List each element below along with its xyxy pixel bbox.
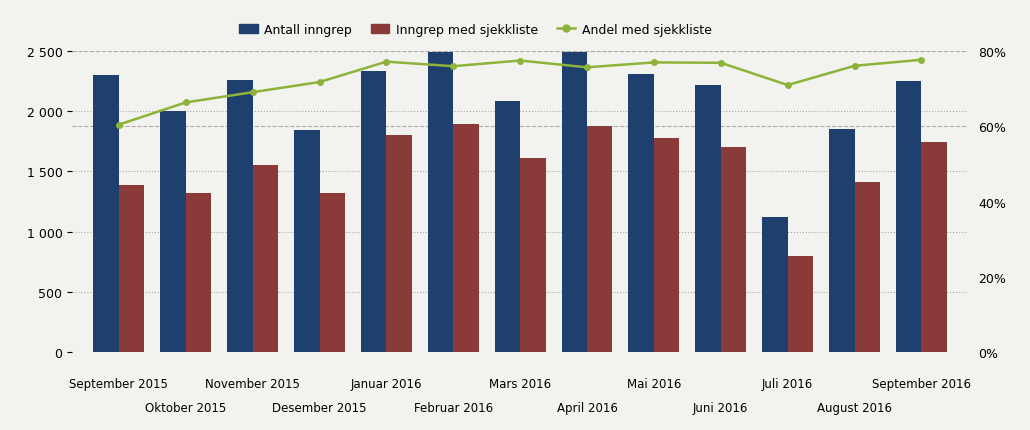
Bar — [494, 101, 520, 353]
Bar — [654, 139, 680, 353]
Text: Februar 2016: Februar 2016 — [414, 401, 492, 414]
Line: Andel med sjekkliste: Andel med sjekkliste — [115, 57, 925, 129]
Andel med sjekkliste — [246, 90, 259, 95]
Bar — [185, 193, 211, 353]
Andel med sjekkliste — [514, 59, 526, 64]
Bar — [896, 82, 922, 353]
Bar — [788, 257, 813, 353]
Bar — [161, 112, 185, 353]
Andel med sjekkliste — [648, 61, 660, 66]
Bar — [829, 129, 855, 353]
Bar — [360, 71, 386, 353]
Text: Desember 2015: Desember 2015 — [272, 401, 367, 414]
Text: September 2016: September 2016 — [871, 377, 971, 390]
Andel med sjekkliste — [916, 58, 928, 63]
Bar — [762, 218, 788, 353]
Bar — [695, 85, 721, 353]
Text: Juni 2016: Juni 2016 — [693, 401, 749, 414]
Bar — [855, 183, 880, 353]
Bar — [922, 142, 947, 353]
Andel med sjekkliste — [179, 101, 192, 106]
Andel med sjekkliste — [313, 80, 325, 86]
Bar — [561, 53, 587, 353]
Andel med sjekkliste — [581, 66, 593, 71]
Andel med sjekkliste — [447, 64, 459, 70]
Bar — [721, 147, 746, 353]
Text: Januar 2016: Januar 2016 — [350, 377, 422, 390]
Text: Mai 2016: Mai 2016 — [626, 377, 681, 390]
Text: November 2015: November 2015 — [205, 377, 300, 390]
Text: April 2016: April 2016 — [556, 401, 617, 414]
Bar — [453, 125, 479, 353]
Andel med sjekkliste — [782, 83, 794, 89]
Bar — [118, 185, 144, 353]
Bar — [319, 194, 345, 353]
Text: Oktober 2015: Oktober 2015 — [145, 401, 227, 414]
Bar — [520, 158, 546, 353]
Bar — [386, 136, 412, 353]
Bar — [228, 81, 252, 353]
Andel med sjekkliste — [849, 64, 861, 69]
Bar — [252, 166, 278, 353]
Text: August 2016: August 2016 — [817, 401, 892, 414]
Andel med sjekkliste — [715, 61, 727, 66]
Bar — [587, 126, 613, 353]
Andel med sjekkliste — [380, 60, 392, 65]
Text: Mars 2016: Mars 2016 — [489, 377, 551, 390]
Bar — [94, 76, 118, 353]
Legend: Antall inngrep, Inngrep med sjekkliste, Andel med sjekkliste: Antall inngrep, Inngrep med sjekkliste, … — [234, 19, 717, 42]
Bar — [295, 131, 319, 353]
Bar — [628, 74, 654, 353]
Andel med sjekkliste — [112, 123, 125, 128]
Text: Juli 2016: Juli 2016 — [762, 377, 814, 390]
Bar — [427, 53, 453, 353]
Text: September 2015: September 2015 — [69, 377, 168, 390]
